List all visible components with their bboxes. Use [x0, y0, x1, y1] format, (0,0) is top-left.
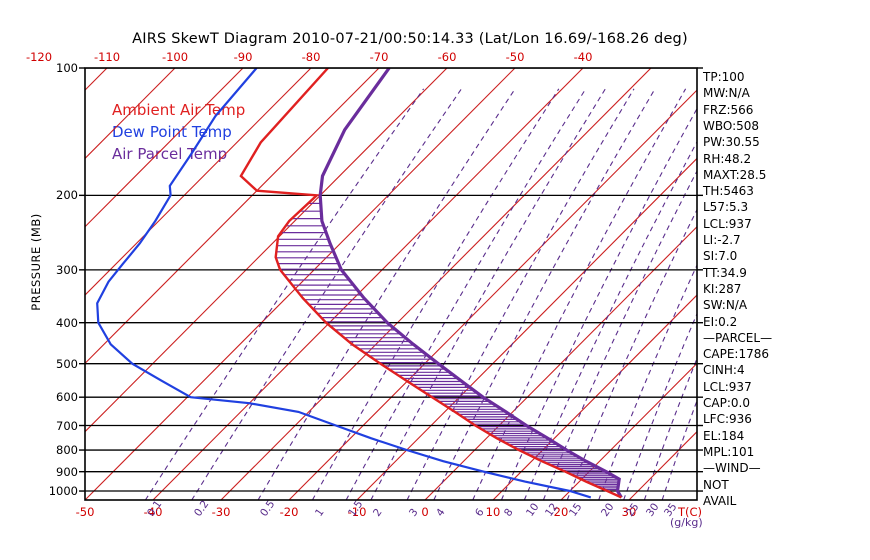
pressure-tick: 900: [56, 464, 78, 479]
stability-index-item: EI:0.2: [703, 314, 738, 329]
stability-index-item: MAXT:28.5: [703, 167, 767, 182]
stability-index-item: SW:N/A: [703, 298, 748, 313]
top-temp-tick: -60: [437, 50, 457, 64]
top-temp-tick: -120: [25, 50, 53, 64]
mixing-ratio-tick: 6: [472, 506, 487, 519]
mixing-ratio-tick: 2: [370, 506, 385, 519]
bottom-temp-tick: -30: [211, 505, 231, 519]
stability-index-item: KI:287: [703, 281, 742, 296]
mixing-ratio-tick: 10: [524, 501, 542, 519]
mixing-ratio-tick: 0.2: [191, 498, 212, 519]
stability-index-item: CINH:4: [703, 363, 745, 378]
pressure-tick: 1000: [48, 484, 78, 498]
pressure-tick: 300: [56, 262, 78, 277]
bottom-temp-tick: 30: [621, 505, 637, 519]
mixing-ratio-tick: 20: [598, 501, 617, 519]
bottom-temp-tick: -20: [279, 505, 299, 519]
mixing-ratio-tick: 3: [407, 506, 421, 519]
stability-index-item: MPL:101: [703, 444, 755, 459]
stability-index-item: AVAIL: [703, 493, 737, 508]
stability-index-item: LCL:937: [703, 216, 752, 231]
bottom-temp-tick: -50: [75, 505, 95, 519]
stability-index-item: PW:30.55: [703, 135, 760, 150]
pressure-tick: 200: [56, 188, 78, 203]
mixing-ratio-tick: 0.5: [258, 498, 278, 519]
stability-index-item: —WIND—: [703, 461, 761, 476]
mixing-ratio-unit-label: (g/kg): [670, 516, 703, 529]
stability-index-item: WBO:508: [703, 118, 760, 133]
stability-index-item: TP:100: [703, 70, 745, 84]
mixing-ratio-tick: 15: [567, 501, 585, 519]
mixing-ratio-tick: 4: [433, 506, 448, 519]
stability-index-item: SI:7.0: [703, 249, 738, 264]
top-temp-tick: -80: [301, 50, 321, 64]
top-temp-tick: -90: [233, 50, 253, 64]
legend-ambient-air-temp: Ambient Air Temp: [112, 101, 246, 119]
bottom-temp-tick: 0: [421, 505, 429, 519]
stability-index-item: —PARCEL—: [703, 330, 773, 345]
top-temp-tick: -100: [161, 50, 189, 64]
stability-index-item: RH:48.2: [703, 151, 752, 166]
pressure-tick: 400: [56, 315, 78, 330]
top-temp-tick: -40: [573, 50, 593, 64]
cape-hatching: [275, 194, 620, 491]
temp-axis-unit-label: T(C): [678, 505, 703, 519]
pressure-tick: 600: [56, 390, 78, 405]
bottom-temp-tick: 10: [485, 505, 501, 519]
legend-dew-point-temp: Dew Point Temp: [112, 123, 232, 141]
stability-index-item: FRZ:566: [703, 102, 754, 117]
stability-index-item: TT:34.9: [703, 265, 747, 280]
legend-air-parcel-temp: Air Parcel Temp: [112, 145, 228, 163]
bottom-temp-tick: -40: [143, 505, 163, 519]
stability-index-item: TH:5463: [703, 184, 754, 199]
top-temp-tick: -110: [93, 50, 121, 64]
stability-index-item: L57:5.3: [703, 200, 749, 215]
bottom-temp-tick: -10: [347, 505, 367, 519]
stability-index-item: CAPE:1786: [703, 347, 769, 362]
bottom-temp-tick: 20: [553, 505, 569, 519]
stability-index-item: LI:-2.7: [703, 233, 741, 247]
stability-index-item: CAP:0.0: [703, 396, 750, 410]
pressure-tick: 500: [56, 356, 78, 371]
top-temp-tick: -70: [369, 50, 389, 64]
pressure-tick: 100: [56, 61, 78, 75]
pressure-tick: 800: [56, 443, 78, 457]
stability-index-item: NOT: [703, 477, 729, 492]
mixing-ratio-tick: 1: [312, 506, 327, 519]
page-title: AIRS SkewT Diagram 2010-07-21/00:50:14.3…: [132, 31, 688, 47]
mixing-ratio-tick: 8: [501, 506, 516, 519]
mixing-ratio-tick: 30: [644, 501, 662, 519]
stability-index-item: MW:N/A: [703, 86, 750, 101]
pressure-tick: 700: [56, 418, 78, 433]
stability-index-item: EL:184: [703, 428, 745, 443]
stability-index-item: LCL:937: [703, 379, 752, 394]
top-temp-tick: -50: [505, 50, 525, 64]
stability-index-item: LFC:936: [703, 412, 752, 427]
